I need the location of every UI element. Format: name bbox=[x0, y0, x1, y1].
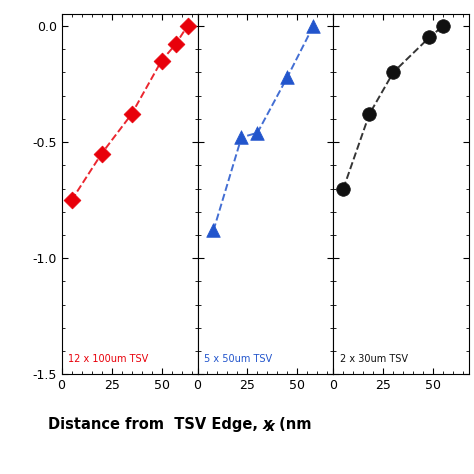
Point bbox=[158, 57, 165, 64]
Point bbox=[98, 150, 105, 157]
Point bbox=[390, 69, 397, 76]
Point bbox=[68, 196, 75, 204]
Text: x: x bbox=[265, 419, 274, 434]
Point bbox=[365, 110, 373, 118]
Point bbox=[172, 41, 179, 48]
Point bbox=[283, 73, 291, 81]
Point bbox=[184, 22, 191, 30]
Text: 5 x 50um TSV: 5 x 50um TSV bbox=[204, 354, 273, 364]
Point bbox=[210, 227, 217, 234]
Point bbox=[339, 185, 347, 192]
Point bbox=[439, 22, 447, 30]
Point bbox=[237, 134, 245, 141]
Text: x: x bbox=[263, 417, 273, 432]
Point bbox=[310, 22, 317, 30]
Text: 2 x 30um TSV: 2 x 30um TSV bbox=[340, 354, 408, 364]
Point bbox=[254, 129, 261, 137]
Text: 12 x 100um TSV: 12 x 100um TSV bbox=[68, 354, 149, 364]
Text: (nm: (nm bbox=[274, 417, 311, 432]
Point bbox=[128, 110, 136, 118]
Point bbox=[426, 34, 433, 41]
Text: Distance from  TSV Edge,: Distance from TSV Edge, bbox=[48, 417, 263, 432]
